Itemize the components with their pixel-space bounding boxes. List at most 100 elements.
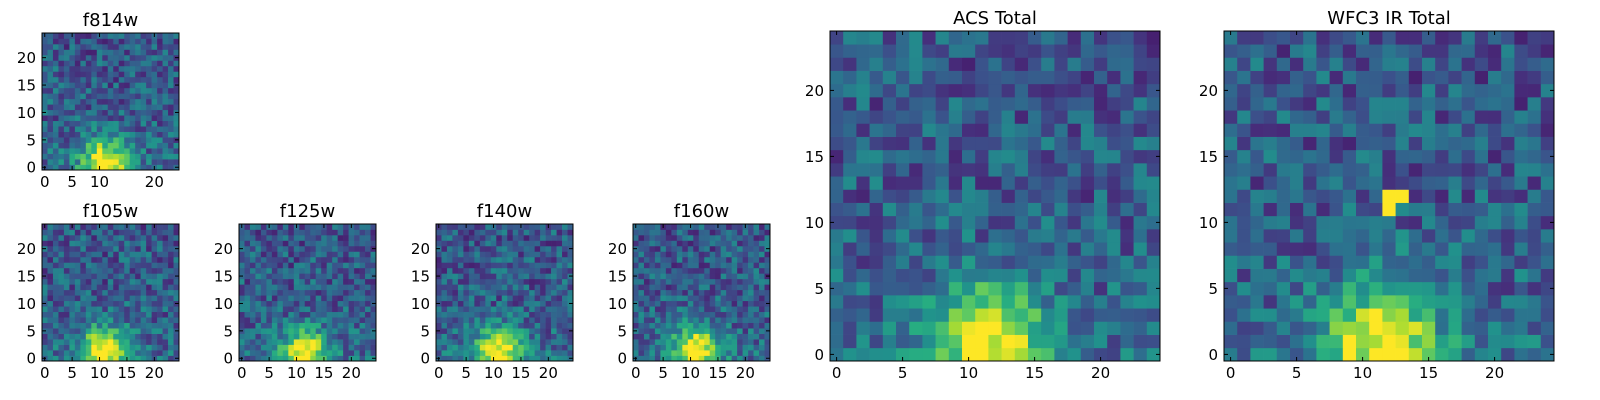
heatmap-cell <box>742 306 749 313</box>
heatmap-cell <box>74 98 81 105</box>
heatmap-cell <box>244 289 251 296</box>
heatmap-cell <box>654 311 661 318</box>
heatmap-cell <box>463 267 470 274</box>
heatmap-cell <box>660 234 667 241</box>
heatmap-cell <box>255 311 262 318</box>
heatmap-cell <box>151 273 158 280</box>
heatmap-cell <box>157 339 163 345</box>
heatmap-cell <box>1408 281 1423 296</box>
heatmap-cell <box>638 295 645 302</box>
heatmap-cell <box>1342 149 1357 164</box>
heatmap-cell <box>74 339 81 345</box>
heatmap-cell <box>720 284 727 291</box>
heatmap-cell <box>490 256 497 263</box>
heatmap-cell <box>693 245 700 252</box>
heatmap-cell <box>496 251 503 258</box>
heatmap-cell <box>551 273 557 280</box>
heatmap-cell <box>337 229 344 236</box>
heatmap-cell <box>282 289 289 296</box>
heatmap-cell <box>1014 123 1029 137</box>
heatmap-cell <box>1054 97 1068 111</box>
heatmap-cell <box>643 256 650 263</box>
heatmap-cell <box>337 355 344 362</box>
heatmap-cell <box>348 328 355 334</box>
heatmap-cell <box>102 240 109 247</box>
heatmap-cell <box>562 344 568 351</box>
heatmap-cell <box>1488 83 1502 98</box>
heatmap-cell <box>135 54 141 61</box>
heatmap-cell <box>1329 215 1344 230</box>
heatmap-cell <box>1237 215 1251 230</box>
heatmap-cell <box>244 256 251 263</box>
heatmap-cell <box>1316 83 1330 98</box>
heatmap-cell <box>74 65 81 72</box>
heatmap-cell <box>118 153 125 160</box>
heatmap-cell <box>1435 83 1449 98</box>
heatmap-cell <box>715 344 722 351</box>
heatmap-cell <box>343 284 349 291</box>
heatmap-cell <box>255 306 262 313</box>
heatmap-cell <box>1133 110 1148 124</box>
heatmap-cell <box>882 202 897 217</box>
heatmap-cell <box>1133 123 1148 137</box>
heatmap-cell <box>42 306 48 313</box>
heatmap-cell <box>113 33 120 39</box>
heatmap-cell <box>173 224 180 230</box>
heatmap-cell <box>118 120 125 127</box>
heatmap-cell <box>704 322 711 329</box>
heatmap-cell <box>556 251 563 258</box>
heatmap-cell <box>129 33 136 39</box>
heatmap-cell <box>737 311 743 318</box>
heatmap-cell <box>731 278 738 285</box>
heatmap-cell <box>1395 229 1410 243</box>
heatmap-cell <box>74 300 81 307</box>
heatmap-cell <box>146 142 152 149</box>
heatmap-cell <box>63 98 70 105</box>
heatmap-cell <box>47 65 54 72</box>
heatmap-cell <box>260 224 267 230</box>
heatmap-cell <box>107 76 114 83</box>
heatmap-cell <box>882 149 897 164</box>
heatmap-cell <box>1461 31 1476 45</box>
heatmap-cell <box>501 306 508 313</box>
heatmap-cell <box>474 355 481 362</box>
heatmap-cell <box>540 224 546 230</box>
heatmap-cell <box>91 137 98 143</box>
heatmap-cell <box>146 267 152 274</box>
heatmap-cell <box>540 322 546 329</box>
heatmap-cell <box>671 245 678 252</box>
heatmap-cell <box>146 54 152 61</box>
heatmap-cell <box>140 300 147 307</box>
heatmap-cell <box>277 262 284 269</box>
heatmap-cell <box>869 97 884 111</box>
heatmap-cell <box>1028 242 1042 256</box>
heatmap-cell <box>643 355 650 362</box>
heatmap-cell <box>1120 97 1134 111</box>
heatmap-cell <box>321 240 328 247</box>
heatmap-cell <box>731 289 738 296</box>
heatmap-cell <box>1276 110 1291 124</box>
heatmap-cell <box>365 267 371 274</box>
heatmap-cell <box>140 311 147 318</box>
heatmap-cell <box>1120 255 1134 269</box>
heatmap-cell <box>665 289 672 296</box>
heatmap-cell <box>1080 268 1095 283</box>
heatmap-cell <box>239 306 245 313</box>
heatmap-cell <box>63 65 70 72</box>
heatmap-cell <box>271 278 278 285</box>
heatmap-cell <box>96 71 103 78</box>
heatmap-cell <box>1527 255 1542 269</box>
heatmap-cell <box>146 148 152 154</box>
heatmap-cell <box>1342 255 1357 269</box>
heatmap-cell <box>1250 255 1264 269</box>
heatmap-cell <box>1303 281 1317 296</box>
heatmap-cell <box>1224 149 1238 164</box>
heatmap-cell <box>687 300 694 307</box>
heatmap-cell <box>74 60 81 67</box>
heatmap-cell <box>540 240 546 247</box>
heatmap-cell <box>948 334 963 349</box>
heatmap-cell <box>1369 136 1383 151</box>
heatmap-cell <box>58 245 65 252</box>
heatmap-cell <box>96 267 103 274</box>
heatmap-cell <box>129 104 136 111</box>
